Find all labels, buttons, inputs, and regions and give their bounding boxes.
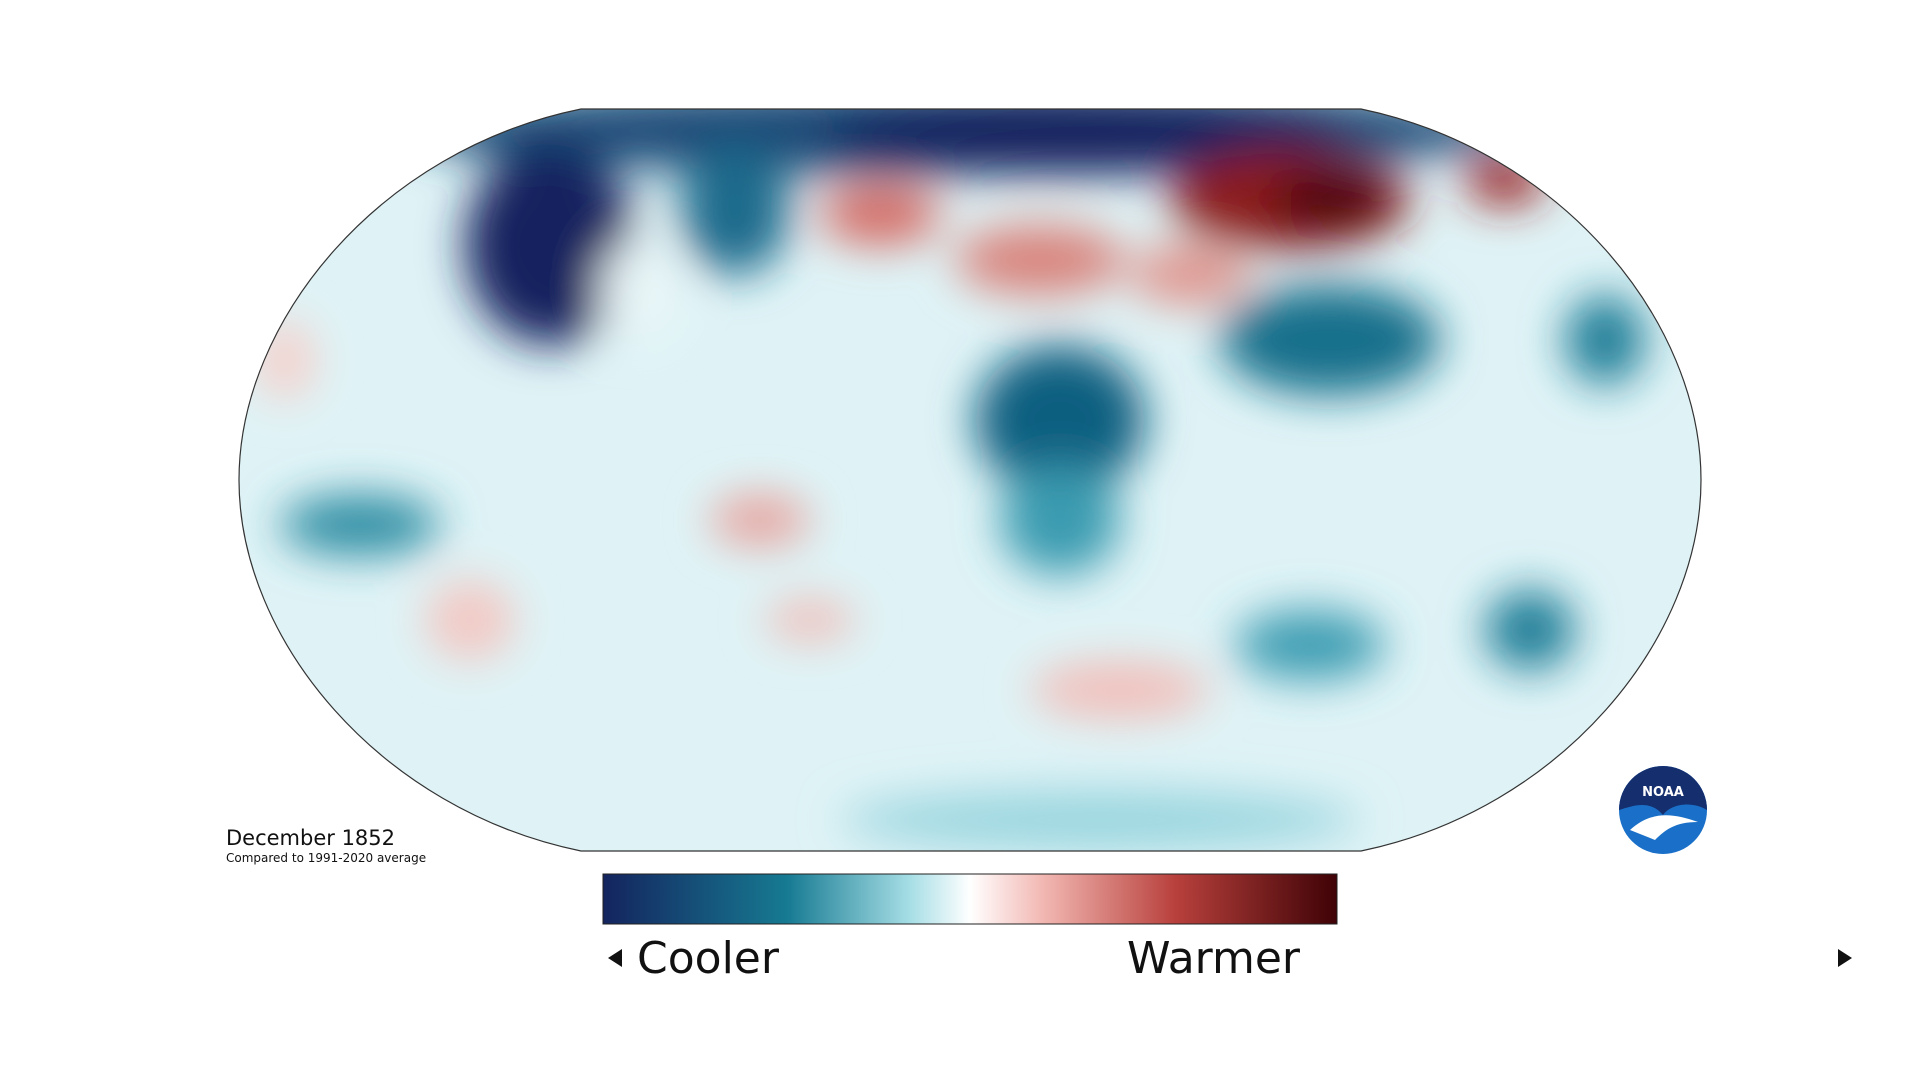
legend-high: Warmer	[1127, 933, 1301, 984]
noaa-logo: NOAA	[1619, 766, 1707, 854]
map-title: December 1852	[226, 826, 395, 850]
logo-text: NOAA	[1642, 785, 1684, 800]
arrow-left	[608, 949, 622, 967]
legend-low: Cooler	[637, 933, 780, 984]
anomaly-field	[239, 109, 1701, 851]
arrow-right	[1838, 949, 1852, 967]
color-scale	[602, 873, 1338, 925]
map-subtitle: Compared to 1991-2020 average	[226, 851, 426, 865]
map-outline	[238, 108, 1702, 852]
